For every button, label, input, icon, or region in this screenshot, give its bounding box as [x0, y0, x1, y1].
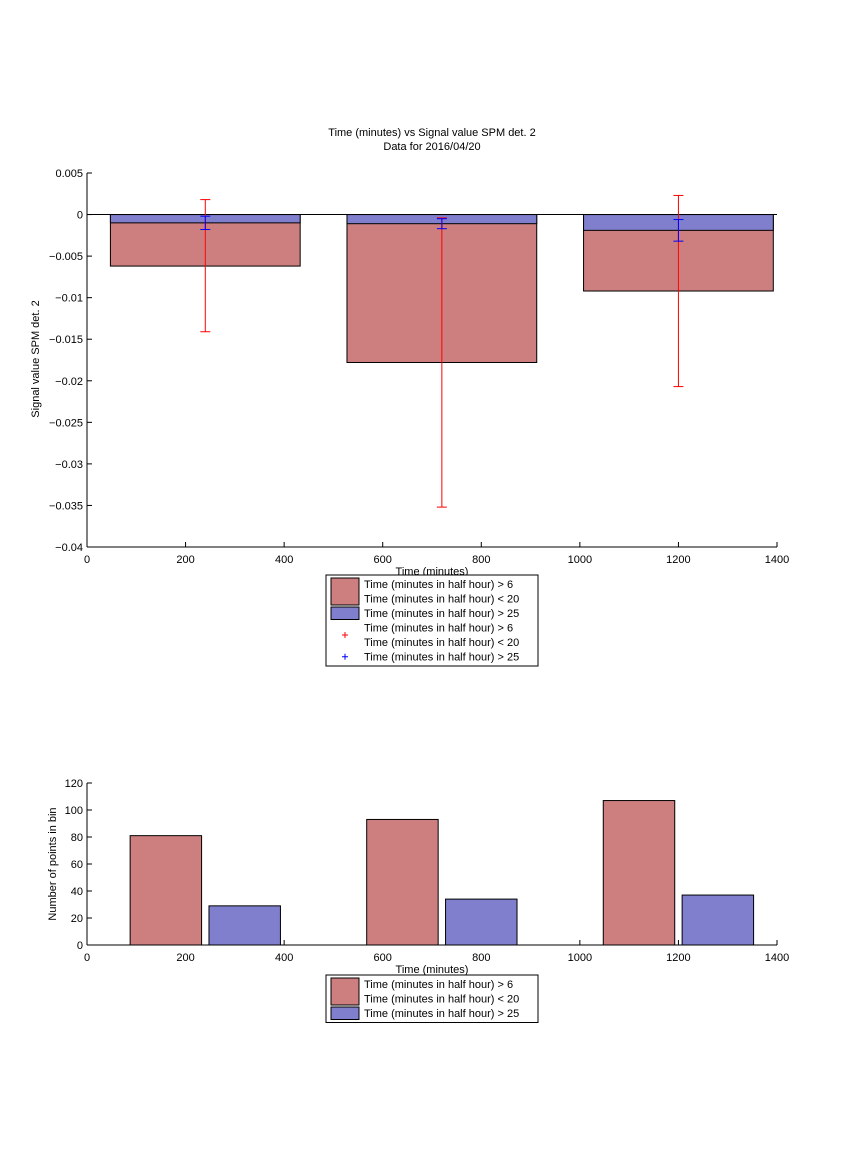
top-legend-label: Time (minutes in half hour) < 20	[364, 594, 519, 606]
bottom-legend-label: Time (minutes in half hour) < 20	[364, 994, 519, 1006]
top-y-tick-label: −0.015	[49, 334, 83, 346]
chart-title: Time (minutes) vs Signal value SPM det. …	[328, 127, 535, 139]
top-y-tick-label: −0.04	[55, 542, 83, 554]
top-legend-label: Time (minutes in half hour) > 25	[364, 608, 519, 620]
bottom-y-tick-label: 40	[71, 886, 83, 898]
bottom-legend-swatch	[330, 1006, 360, 1020]
bottom-y-tick-label: 20	[71, 913, 83, 925]
bottom-legend-swatch	[330, 977, 360, 1006]
bottom-bar-series1	[208, 905, 281, 946]
bottom-legend-label: Time (minutes in half hour) > 6	[364, 979, 513, 991]
bottom-bar-series1	[681, 894, 755, 946]
bottom-y-tick-label: 0	[77, 940, 83, 952]
bottom-bar-series0	[129, 835, 203, 946]
bottom-x-tick-label: 800	[472, 952, 490, 964]
bottom-bar-series0	[366, 818, 439, 946]
chart-subtitle: Data for 2016/04/20	[383, 141, 480, 153]
top-legend-label: Time (minutes in half hour) > 6	[364, 579, 513, 591]
bottom-x-tick-label: 400	[275, 952, 293, 964]
top-x-tick-label: 800	[472, 554, 490, 566]
bottom-bar-series1	[445, 898, 518, 946]
bottom-x-tick-label: 200	[176, 952, 194, 964]
top-plot-area: 0 200 400 600 800 1000 1200 1400 0.005 0 −0.005 −0.…	[49, 168, 789, 566]
top-legend: Time (minutes in half hour) > 6 Time (min…	[325, 574, 539, 667]
top-x-tick-label: 1200	[666, 554, 690, 566]
top-x-tick-label: 1000	[568, 554, 592, 566]
bottom-legend: Time (minutes in half hour) > 6 Time (min…	[325, 974, 539, 1023]
bottom-bar-series0	[602, 800, 676, 946]
top-y-tick-label: −0.025	[49, 417, 83, 429]
top-legend-label: Time (minutes in half hour) < 20	[364, 637, 519, 649]
top-legend-label: Time (minutes in half hour) > 6	[364, 623, 513, 635]
bottom-legend-box	[325, 974, 539, 1023]
bottom-y-tick-label: 120	[65, 778, 83, 790]
bottom-x-tick-label: 1000	[568, 952, 592, 964]
top-legend-label: Time (minutes in half hour) > 25	[364, 652, 519, 664]
bottom-y-axis-label: Number of points in bin	[47, 807, 59, 920]
top-y-tick-label: −0.005	[49, 251, 83, 263]
bottom-x-tick-label: 600	[374, 952, 392, 964]
top-x-tick-label: 400	[275, 554, 293, 566]
top-legend-box	[325, 574, 539, 667]
bottom-plot-area: 0 200 400 600 800 1000 1200 1400 0 20 40 60 80 100 120	[65, 778, 790, 964]
bottom-legend-label: Time (minutes in half hour) > 25	[364, 1008, 519, 1020]
top-y-tick-label: −0.02	[55, 376, 83, 388]
bottom-y-tick-label: 100	[65, 805, 83, 817]
top-y-tick-label: 0.005	[55, 168, 83, 180]
bottom-y-tick-label: 60	[71, 859, 83, 871]
bottom-x-tick-label: 1400	[765, 952, 789, 964]
top-y-tick-label: −0.03	[55, 459, 83, 471]
top-x-tick-label: 200	[176, 554, 194, 566]
top-x-tick-label: 1400	[765, 554, 789, 566]
top-legend-swatch	[330, 606, 360, 620]
top-x-tick-label: 600	[374, 554, 392, 566]
bottom-x-tick-label: 0	[84, 952, 90, 964]
top-x-tick-label: 0	[84, 554, 90, 566]
top-y-tick-label: −0.035	[49, 500, 83, 512]
bottom-x-axis-label: Time (minutes)	[396, 964, 469, 976]
top-legend-swatch	[330, 577, 360, 606]
top-y-axis-label: Signal value SPM det. 2	[30, 300, 42, 417]
bottom-y-tick-label: 80	[71, 832, 83, 844]
top-y-tick-label: −0.01	[55, 293, 83, 305]
bottom-x-tick-label: 1200	[666, 952, 690, 964]
top-y-tick-label: 0	[77, 210, 83, 222]
